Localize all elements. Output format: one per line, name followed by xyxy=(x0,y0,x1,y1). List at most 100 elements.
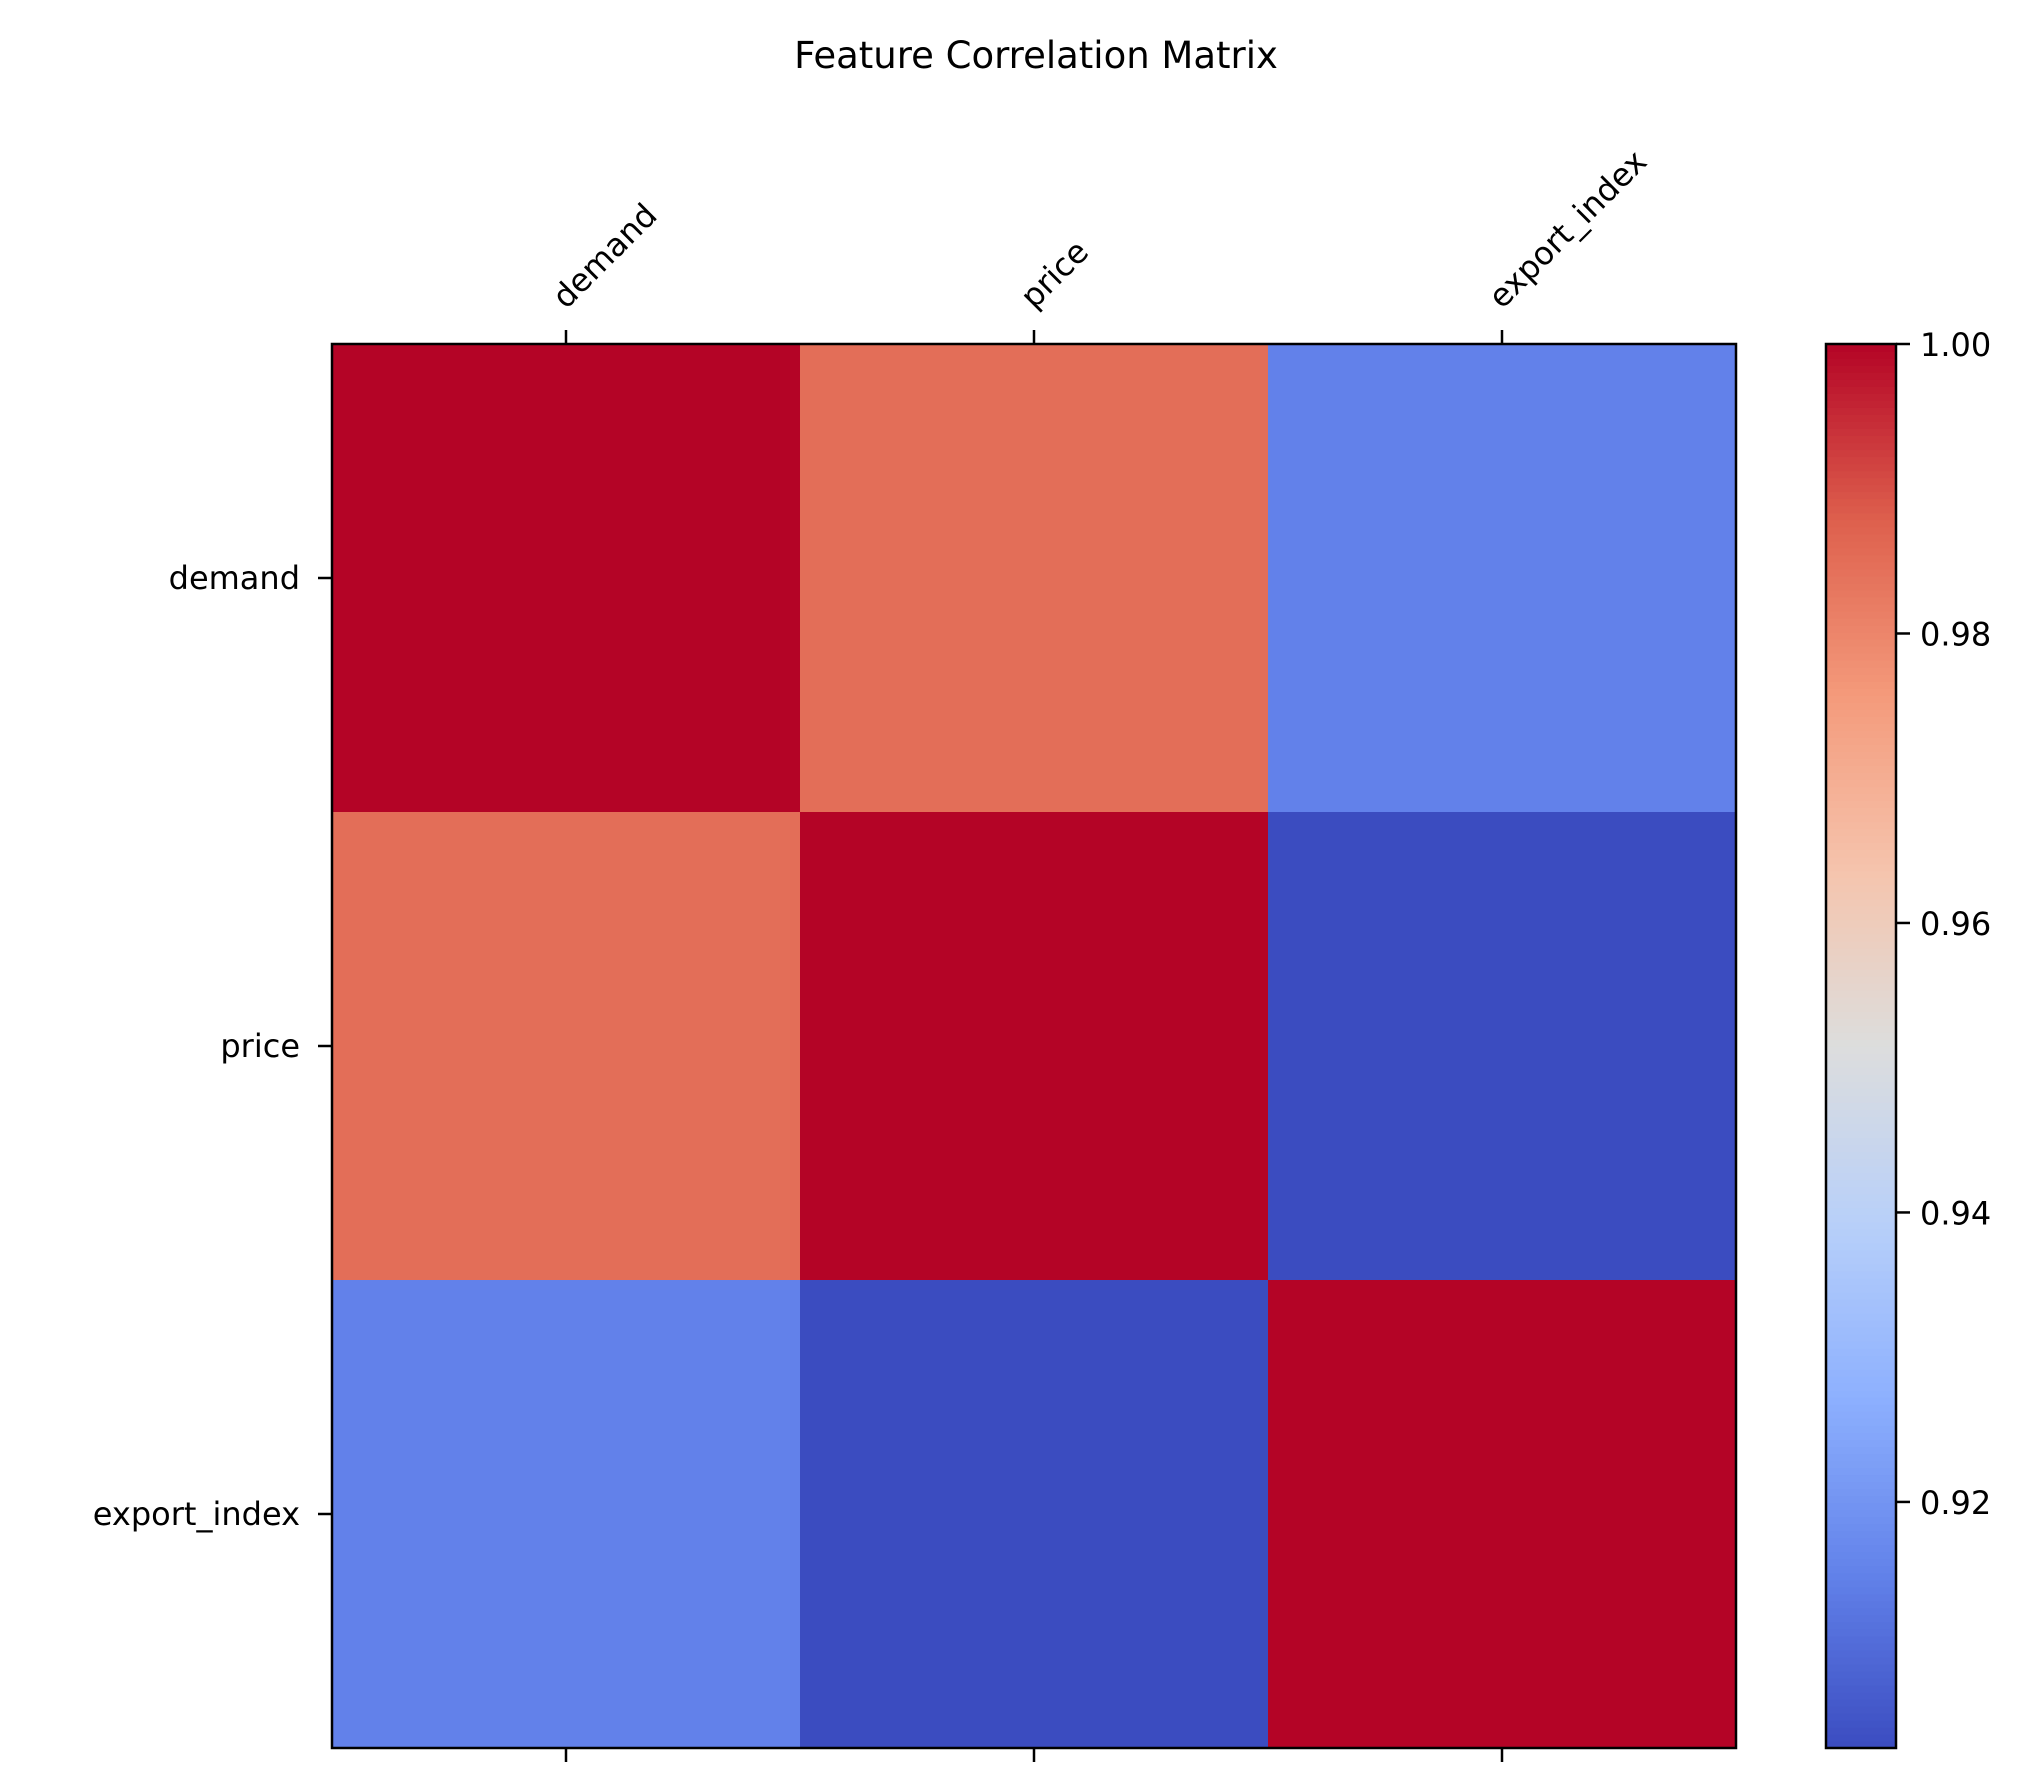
colorbar-segment xyxy=(1826,870,1896,879)
y-tick-label: demand xyxy=(169,559,300,597)
colorbar-segment xyxy=(1826,1544,1896,1553)
colorbar-segment xyxy=(1826,933,1896,942)
colorbar-segment xyxy=(1826,828,1896,837)
colorbar-segment xyxy=(1826,940,1896,949)
colorbar-segment xyxy=(1826,442,1896,451)
colorbar-segment xyxy=(1826,1712,1896,1721)
colorbar-segment xyxy=(1826,1628,1896,1637)
colorbar-segment xyxy=(1826,1165,1896,1174)
colorbar-segment xyxy=(1826,512,1896,521)
colorbar-segment xyxy=(1826,491,1896,500)
colorbar-segment xyxy=(1826,891,1896,900)
colorbar-segment xyxy=(1826,1095,1896,1103)
heatmap-cell-demand-price xyxy=(800,344,1269,813)
colorbar-segment xyxy=(1826,758,1896,766)
colorbar-segment xyxy=(1826,1277,1896,1286)
colorbar-segment xyxy=(1826,1221,1896,1230)
colorbar-segment xyxy=(1826,358,1896,366)
colorbar-segment xyxy=(1826,484,1896,493)
colorbar-segment xyxy=(1826,1425,1896,1433)
colorbar-segment xyxy=(1826,1698,1896,1707)
colorbar-segment xyxy=(1826,1481,1896,1490)
colorbar-segment xyxy=(1826,1614,1896,1623)
colorbar-segment xyxy=(1826,505,1896,514)
colorbar-segment xyxy=(1826,1670,1896,1679)
colorbar-segment xyxy=(1826,1404,1896,1412)
colorbar-segment xyxy=(1826,1214,1896,1223)
colorbar-segment xyxy=(1826,1326,1896,1335)
colorbar-segment xyxy=(1826,919,1896,928)
colorbar-segment xyxy=(1826,716,1896,724)
colorbar-segment xyxy=(1826,912,1896,921)
colorbar-segment xyxy=(1826,1530,1896,1539)
colorbar-segment xyxy=(1826,849,1896,858)
colorbar-segment xyxy=(1826,1621,1896,1630)
colorbar-segment xyxy=(1826,582,1896,591)
colorbar-segment xyxy=(1826,610,1896,619)
heatmap-cell-export_index-export_index xyxy=(1268,1280,1737,1749)
colorbar-segment xyxy=(1826,1038,1896,1047)
colorbar-segment xyxy=(1826,456,1896,465)
colorbar-segment xyxy=(1826,842,1896,851)
colorbar-segment xyxy=(1826,1200,1896,1209)
colorbar-segment xyxy=(1826,905,1896,914)
colorbar-segment xyxy=(1826,1502,1896,1511)
colorbar-segment xyxy=(1826,400,1896,408)
y-axis-ticks: demand price export_index xyxy=(93,559,332,1533)
colorbar-tick-label: 0.92 xyxy=(1920,1484,1991,1522)
colorbar-segment xyxy=(1826,772,1896,781)
colorbar-segment xyxy=(1826,645,1896,654)
colorbar-segment xyxy=(1826,1193,1896,1202)
colorbar-segment xyxy=(1826,814,1896,823)
colorbar-segment xyxy=(1826,1235,1896,1244)
colorbar-segment xyxy=(1826,1144,1896,1153)
colorbar-segment xyxy=(1826,449,1896,458)
colorbar-segment xyxy=(1826,1432,1896,1440)
colorbar-segment xyxy=(1826,821,1896,830)
colorbar-segment xyxy=(1826,695,1896,703)
colorbar-segment xyxy=(1826,617,1896,626)
y-tick-label: export_index xyxy=(93,1495,300,1533)
colorbar-segment xyxy=(1826,730,1896,738)
chart-title: Feature Correlation Matrix xyxy=(794,34,1278,77)
colorbar-segment xyxy=(1826,568,1896,577)
colorbar-segment xyxy=(1826,1509,1896,1518)
colorbar-segment xyxy=(1826,1382,1896,1391)
heatmap-cell-export_index-price xyxy=(800,1280,1269,1749)
y-tick-label: price xyxy=(220,1027,300,1065)
colorbar-segment xyxy=(1826,835,1896,844)
colorbar-segment xyxy=(1826,807,1896,816)
colorbar-segment xyxy=(1826,1411,1896,1419)
colorbar-segment xyxy=(1826,1305,1896,1314)
colorbar-frame xyxy=(1824,342,1898,1750)
colorbar-segment xyxy=(1826,786,1896,795)
colorbar-segment xyxy=(1826,1109,1896,1117)
colorbar-segment xyxy=(1826,765,1896,774)
colorbar: 0.92 0.94 0.96 0.98 1.00 xyxy=(1824,326,1991,1750)
colorbar-segment xyxy=(1826,1705,1896,1714)
colorbar-segment xyxy=(1826,435,1896,444)
colorbar-segment xyxy=(1826,1263,1896,1272)
colorbar-segment xyxy=(1826,1551,1896,1560)
colorbar-segment xyxy=(1826,1537,1896,1546)
colorbar-segment xyxy=(1826,1102,1896,1110)
colorbar-segment xyxy=(1826,386,1896,394)
colorbar-segment xyxy=(1826,1130,1896,1139)
colorbar-segment xyxy=(1826,1151,1896,1160)
colorbar-segment xyxy=(1826,1179,1896,1188)
colorbar-segment xyxy=(1826,498,1896,507)
colorbar-segment xyxy=(1826,800,1896,809)
colorbar-segment xyxy=(1826,351,1896,359)
colorbar-segment xyxy=(1826,379,1896,387)
colorbar-segment xyxy=(1826,1123,1896,1132)
colorbar-segment xyxy=(1826,793,1896,802)
colorbar-segment xyxy=(1826,954,1896,963)
colorbar-segment xyxy=(1826,1495,1896,1504)
colorbar-segment xyxy=(1826,533,1896,542)
colorbar-segment xyxy=(1826,652,1896,661)
colorbar-segment xyxy=(1826,1656,1896,1665)
colorbar-segment xyxy=(1826,1397,1896,1405)
colorbar-segment xyxy=(1826,1347,1896,1356)
colorbar-segment xyxy=(1826,1298,1896,1307)
